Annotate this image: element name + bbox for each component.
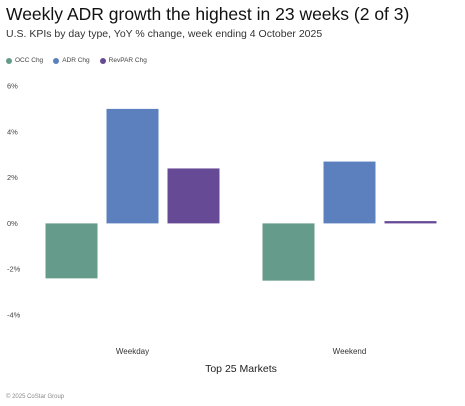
legend: OCC Chg ADR Chg RevPAR Chg: [6, 57, 147, 64]
legend-label-adr: ADR Chg: [62, 57, 90, 64]
y-tick-label: 6%: [7, 82, 18, 91]
y-tick-label: -2%: [7, 265, 21, 274]
x-axis-title: Top 25 Markets: [205, 363, 277, 375]
legend-swatch-revpar: [99, 57, 106, 64]
y-tick-label: 0%: [7, 219, 18, 228]
legend-label-revpar: RevPAR Chg: [108, 57, 147, 64]
copyright-footer: © 2025 CoStar Group: [6, 394, 65, 400]
legend-swatch-occ: [6, 57, 12, 64]
legend-swatch-adr: [53, 57, 60, 64]
x-category-label: Weekend: [333, 347, 367, 356]
legend-item-revpar: RevPAR Chg: [99, 57, 147, 64]
y-tick-label: -4%: [7, 311, 21, 320]
bar-adr-chg-weekend: [323, 161, 376, 224]
y-tick-label: 2%: [7, 173, 18, 182]
legend-label-occ: OCC Chg: [15, 57, 44, 64]
bar-occ-chg-weekday: [45, 223, 98, 279]
bar-adr-chg-weekday: [106, 108, 159, 224]
y-tick-label: 4%: [7, 127, 18, 136]
bar-revpar-chg-weekday: [167, 168, 220, 224]
x-category-label: Weekday: [116, 347, 149, 356]
legend-item-adr: ADR Chg: [53, 57, 90, 64]
chart-subtitle: U.S. KPIs by day type, YoY % change, wee…: [6, 28, 323, 40]
bar-revpar-chg-weekend: [384, 221, 437, 224]
legend-item-occ: OCC Chg: [6, 57, 43, 64]
chart-title: Weekly ADR growth the highest in 23 week…: [6, 4, 410, 24]
bar-occ-chg-weekend: [262, 223, 315, 281]
